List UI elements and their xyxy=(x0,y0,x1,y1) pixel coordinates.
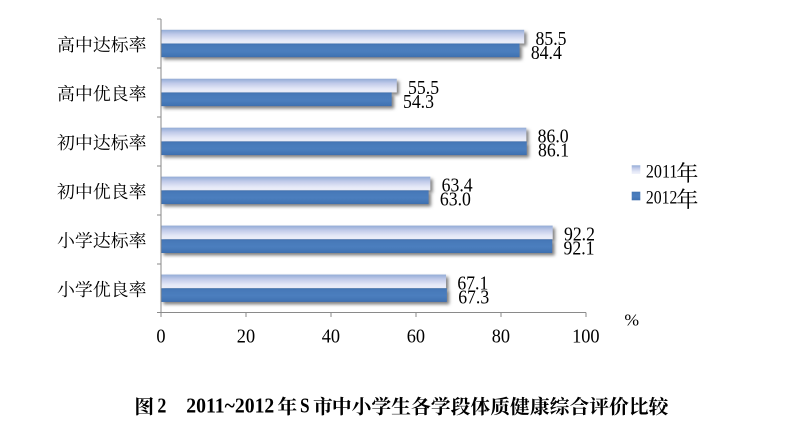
svg-text:2011~2012: 2011~2012 xyxy=(186,395,274,417)
svg-text:2: 2 xyxy=(157,395,166,417)
svg-text:60: 60 xyxy=(407,326,425,348)
svg-text:86.0: 86.0 xyxy=(538,126,569,148)
svg-text:85.5: 85.5 xyxy=(536,28,567,50)
svg-text:55.5: 55.5 xyxy=(408,77,439,99)
svg-text:63.0: 63.0 xyxy=(440,189,471,211)
svg-text:S: S xyxy=(300,395,310,417)
svg-text:100: 100 xyxy=(572,326,599,348)
svg-text:84.4: 84.4 xyxy=(531,42,562,64)
svg-text:67.3: 67.3 xyxy=(458,287,489,309)
svg-text:40: 40 xyxy=(322,326,340,348)
svg-text:2012: 2012 xyxy=(646,188,678,209)
svg-text:54.3: 54.3 xyxy=(403,91,434,113)
svg-text:92.1: 92.1 xyxy=(564,238,595,260)
svg-text:86.1: 86.1 xyxy=(538,140,569,162)
svg-text:80: 80 xyxy=(492,326,510,348)
svg-text:%: % xyxy=(624,311,639,330)
svg-text:63.4: 63.4 xyxy=(442,175,473,197)
svg-text:0: 0 xyxy=(156,326,165,348)
svg-text:20: 20 xyxy=(237,326,255,348)
svg-text:67.1: 67.1 xyxy=(457,273,488,295)
svg-text:2011: 2011 xyxy=(646,161,678,182)
svg-text:92.2: 92.2 xyxy=(564,224,595,246)
